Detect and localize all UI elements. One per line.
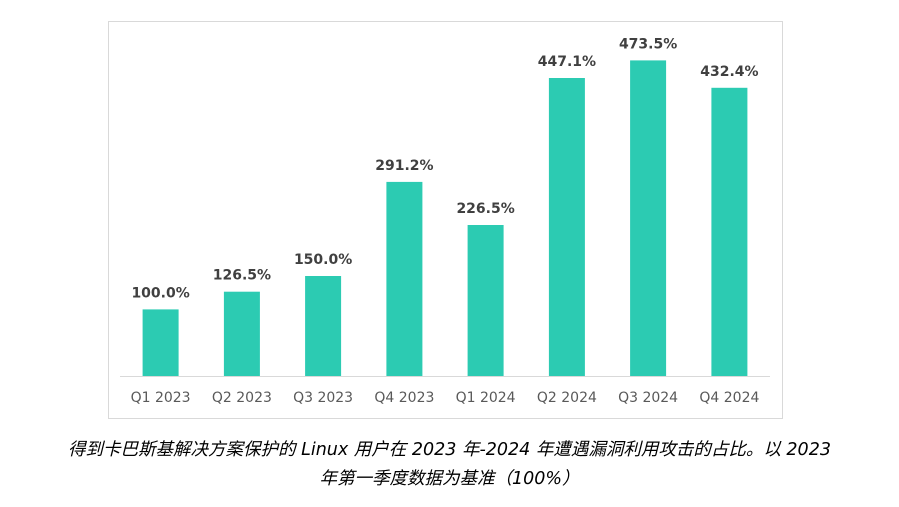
x-tick-label-2: Q2 2023 bbox=[212, 390, 272, 406]
x-tick-label-8: Q4 2024 bbox=[699, 390, 759, 406]
x-tick-label-7: Q3 2024 bbox=[618, 390, 678, 406]
bar-3 bbox=[305, 276, 342, 376]
data-label-2: 126.5% bbox=[213, 268, 271, 284]
caption-line-1: 得到卡巴斯基解决方案保护的 Linux 用户在 2023 年-2024 年遭遇漏… bbox=[68, 440, 831, 460]
bar-7 bbox=[630, 60, 667, 377]
x-tick-label-4: Q4 2023 bbox=[374, 390, 434, 406]
x-tick-label-1: Q1 2023 bbox=[131, 390, 191, 406]
x-tick-label-6: Q2 2024 bbox=[537, 390, 597, 406]
chart-frame bbox=[108, 21, 783, 419]
caption-line-2: 年第一季度数据为基准（100%） bbox=[319, 469, 580, 489]
figure-caption: 得到卡巴斯基解决方案保护的 Linux 用户在 2023 年-2024 年遭遇漏… bbox=[0, 436, 899, 494]
bar-2 bbox=[223, 291, 260, 376]
bar-6 bbox=[548, 78, 585, 376]
data-label-4: 291.2% bbox=[375, 158, 433, 174]
x-tick-label-5: Q1 2024 bbox=[456, 390, 516, 406]
data-label-6: 447.1% bbox=[538, 54, 596, 70]
data-labels-layer: 100.0% 126.5% 150.0% 291.2% 226.5% 447.1% 473.… bbox=[131, 36, 758, 301]
bar-8 bbox=[711, 87, 748, 377]
bars-layer bbox=[142, 60, 748, 377]
x-tick-labels-layer: Q1 2023 Q2 2023 Q3 2023 Q4 2023 Q1 2024 Q2 20… bbox=[131, 390, 760, 406]
data-label-5: 226.5% bbox=[456, 201, 514, 217]
bar-4 bbox=[386, 181, 423, 376]
x-tick-label-3: Q3 2023 bbox=[293, 390, 353, 406]
bar-1 bbox=[142, 309, 179, 376]
data-label-7: 473.5% bbox=[619, 36, 677, 52]
data-label-8: 432.4% bbox=[700, 64, 758, 80]
data-label-1: 100.0% bbox=[131, 285, 189, 301]
bar-5 bbox=[467, 225, 504, 376]
data-label-3: 150.0% bbox=[294, 252, 352, 268]
